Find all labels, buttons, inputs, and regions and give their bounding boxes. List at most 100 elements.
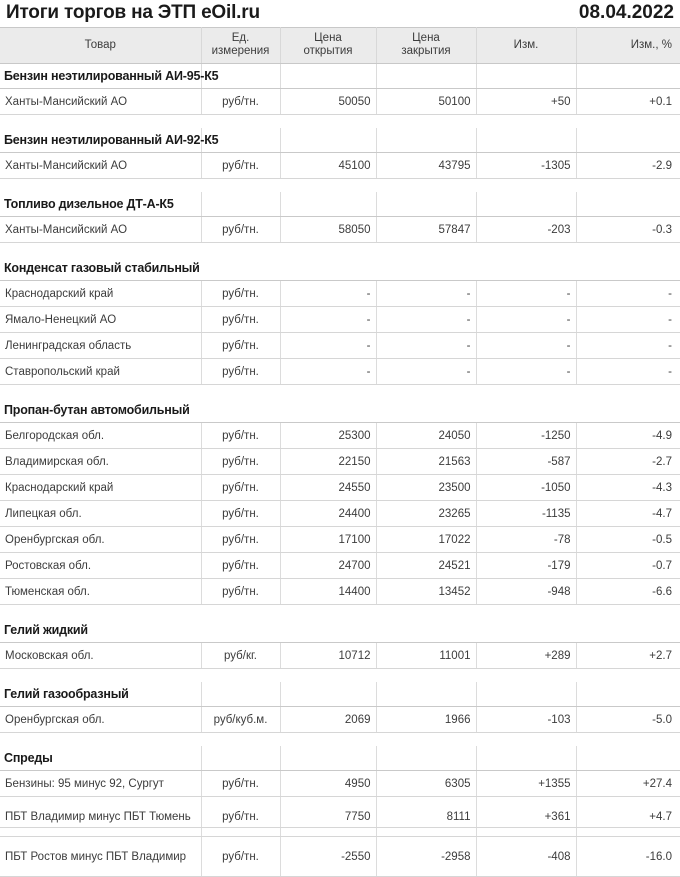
cell-change: -1250 bbox=[476, 422, 577, 449]
cell-change-percent: -4.7 bbox=[576, 500, 680, 527]
close-header-line2: закрытия bbox=[401, 45, 451, 57]
cell-unit: руб/тн. bbox=[201, 422, 281, 449]
section-empty-cell bbox=[201, 192, 281, 217]
section-header-row: Бензин неэтилированный АИ-95-К5 bbox=[0, 63, 680, 89]
section-title: Пропан-бутан автомобильный bbox=[0, 398, 680, 423]
table-row: Ростовская обл. руб/тн. 24700 24521 -179 -0.7 bbox=[0, 552, 680, 579]
cell-unit: руб/тн. bbox=[201, 216, 281, 243]
cell-change: -408 bbox=[476, 836, 577, 877]
cell-change: - bbox=[476, 358, 577, 385]
cell-unit: руб/тн. bbox=[201, 280, 281, 307]
table-row: Оренбургская обл. руб/тн. 17100 17022 -78 -0.… bbox=[0, 526, 680, 553]
cell-product: Ленинградская область bbox=[0, 332, 202, 359]
cell-product: Ямало-Ненецкий АО bbox=[0, 306, 202, 333]
section-empty-cell bbox=[476, 746, 577, 771]
cell-product: Ханты-Мансийский АО bbox=[0, 88, 202, 115]
table-row: Московская обл. руб/кг. 10712 11001 +289 +2.7 bbox=[0, 642, 680, 669]
cell-close-price: 17022 bbox=[376, 526, 477, 553]
open-header-line2: открытия bbox=[303, 45, 353, 57]
cell-product: Московская обл. bbox=[0, 642, 202, 669]
cell-change: +361 bbox=[476, 796, 577, 837]
cell-change-percent: -0.5 bbox=[576, 526, 680, 553]
cell-change-percent: +4.7 bbox=[576, 796, 680, 837]
section-title: Гелий газообразный bbox=[0, 682, 202, 707]
cell-close-price: 6305 bbox=[376, 770, 477, 797]
cell-unit: руб/тн. bbox=[201, 474, 281, 501]
section-empty-cell bbox=[576, 746, 680, 771]
section-empty-cell bbox=[376, 128, 477, 153]
cell-unit: руб/тн. bbox=[201, 152, 281, 179]
section-empty-cell bbox=[280, 192, 377, 217]
cell-product: Ростовская обл. bbox=[0, 552, 202, 579]
cell-unit: руб/тн. bbox=[201, 552, 281, 579]
spacer-cell bbox=[0, 384, 680, 398]
cell-change-percent: -0.7 bbox=[576, 552, 680, 579]
section-title: Конденсат газовый стабильный bbox=[0, 256, 680, 281]
column-header-change: Изм. bbox=[476, 27, 577, 64]
section-spacer bbox=[0, 604, 680, 618]
cell-open-price: 25300 bbox=[280, 422, 377, 449]
cell-product: ПБТ Ростов минус ПБТ Владимир bbox=[0, 836, 202, 877]
cell-product: Липецкая обл. bbox=[0, 500, 202, 527]
cell-change: - bbox=[476, 280, 577, 307]
cell-unit: руб/тн. bbox=[201, 578, 281, 605]
cell-change-percent: - bbox=[576, 332, 680, 359]
cell-change-percent: +27.4 bbox=[576, 770, 680, 797]
open-header-line1: Цена bbox=[314, 32, 342, 44]
section-title: Топливо дизельное ДТ-А-К5 bbox=[0, 192, 202, 217]
table-row: Оренбургская обл. руб/куб.м. 2069 1966 -103-… bbox=[0, 706, 680, 733]
section-header-row: Спреды bbox=[0, 746, 680, 771]
section-header-row: Гелий газообразный bbox=[0, 682, 680, 707]
report-date: 08.04.2022 bbox=[578, 2, 674, 23]
cell-close-price: 8111 bbox=[376, 796, 477, 837]
section-empty-cell bbox=[376, 682, 477, 707]
cell-open-price: 24700 bbox=[280, 552, 377, 579]
cell-change: -179 bbox=[476, 552, 577, 579]
cell-unit: руб/тн. bbox=[201, 306, 281, 333]
cell-change: +50 bbox=[476, 88, 577, 115]
cell-open-price: 58050 bbox=[280, 216, 377, 243]
unit-header-line2: измерения bbox=[211, 45, 270, 57]
cell-open-price: - bbox=[280, 306, 377, 333]
table-row: Белгородская обл. руб/тн. 25300 24050 -1250-… bbox=[0, 422, 680, 449]
table-row: Ханты-Мансийский АО руб/тн. 50050 50100 +50 +… bbox=[0, 88, 680, 115]
cell-close-price: 43795 bbox=[376, 152, 477, 179]
cell-close-price: 13452 bbox=[376, 578, 477, 605]
cell-unit: руб/тн. bbox=[201, 796, 281, 837]
cell-unit: руб/тн. bbox=[201, 332, 281, 359]
cell-close-price: 23265 bbox=[376, 500, 477, 527]
table-row: Ханты-Мансийский АО руб/тн. 58050 57847 -203… bbox=[0, 216, 680, 243]
cell-open-price: 50050 bbox=[280, 88, 377, 115]
section-empty-cell bbox=[576, 63, 680, 89]
cell-change-percent: +0.1 bbox=[576, 88, 680, 115]
cell-open-price: 7750 bbox=[280, 796, 377, 837]
cell-open-price: 17100 bbox=[280, 526, 377, 553]
cell-product: Ханты-Мансийский АО bbox=[0, 216, 202, 243]
column-header-unit: Ед. измерения bbox=[201, 27, 281, 64]
table-row: Ямало-Ненецкий АО руб/тн. - - - - bbox=[0, 306, 680, 333]
cell-change-percent: -4.3 bbox=[576, 474, 680, 501]
cell-change: - bbox=[476, 332, 577, 359]
page-title: Итоги торгов на ЭТП eOil.ru bbox=[6, 2, 260, 23]
table-header: Товар Ед. измерения Цена открытия Цена з… bbox=[0, 27, 680, 64]
cell-change-percent: -2.7 bbox=[576, 448, 680, 475]
cell-change-percent: -4.9 bbox=[576, 422, 680, 449]
section-spacer bbox=[0, 384, 680, 398]
section-header-row: Топливо дизельное ДТ-А-К5 bbox=[0, 192, 680, 217]
table-row: ПБТ Ростов минус ПБТ Владимир руб/тн. -255… bbox=[0, 836, 680, 877]
table-row: Ставропольский край руб/тн. - - - - bbox=[0, 358, 680, 385]
cell-unit: руб/тн. bbox=[201, 448, 281, 475]
section-spacer bbox=[0, 732, 680, 746]
cell-change: -1135 bbox=[476, 500, 577, 527]
section-header-row: Гелий жидкий bbox=[0, 618, 680, 643]
section-spacer bbox=[0, 668, 680, 682]
section-empty-cell bbox=[201, 128, 281, 153]
cell-close-price: 50100 bbox=[376, 88, 477, 115]
cell-close-price: -2958 bbox=[376, 836, 477, 877]
cell-change-percent: -0.3 bbox=[576, 216, 680, 243]
cell-change-percent: +2.7 bbox=[576, 642, 680, 669]
table-row: Владимирская обл. руб/тн. 22150 21563 -587 -2… bbox=[0, 448, 680, 475]
cell-unit: руб/тн. bbox=[201, 526, 281, 553]
cell-close-price: - bbox=[376, 280, 477, 307]
